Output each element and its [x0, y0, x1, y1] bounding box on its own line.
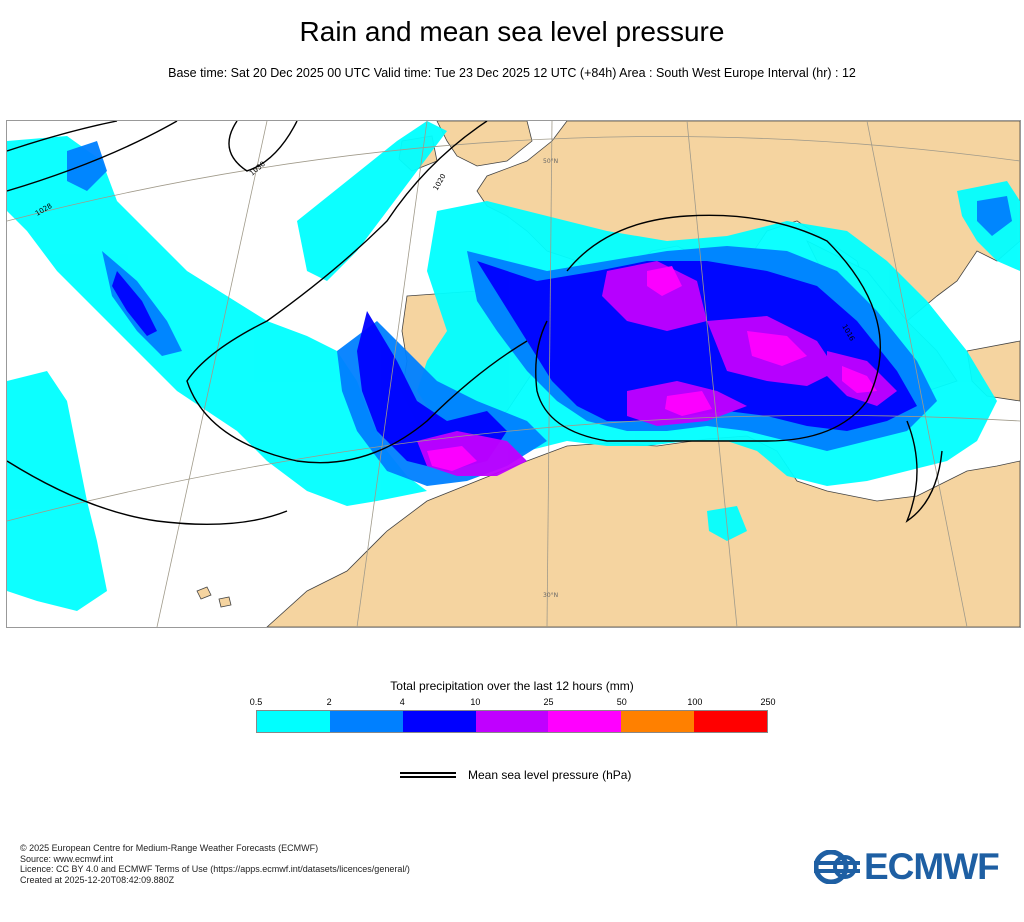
footer-copyright: © 2025 European Centre for Medium-Range … [20, 843, 319, 853]
graticule-label-50n: 50°N [543, 158, 558, 165]
legend-tick-2: 4 [399, 697, 405, 707]
mslp-legend: Mean sea level pressure (hPa) [400, 768, 631, 782]
legend-tick-1: 2 [326, 697, 332, 707]
mslp-line-swatch [400, 772, 456, 778]
land-british-isles [436, 121, 533, 167]
precip-extreme [427, 266, 877, 471]
legend-swatch-0 [257, 711, 330, 732]
legend-swatch-5 [621, 711, 695, 732]
legend-tick-6: 100 [687, 697, 703, 707]
ecmwf-logo[interactable]: ECMWF [814, 846, 1000, 888]
ecmwf-logo-text: ECMWF [864, 846, 1000, 887]
land-canary-1 [196, 586, 212, 600]
ecmwf-logo-icon [814, 850, 860, 884]
footer-licence: Licence: CC BY 4.0 and ECMWF Terms of Us… [20, 864, 410, 874]
legend-title: Total precipitation over the last 12 hou… [390, 679, 634, 693]
legend-ticks: 0.5 2 4 10 25 50 100 250 [250, 697, 776, 709]
footer-source: Source: www.ecmwf.int [20, 853, 114, 864]
map-svg: 50°N 30°N 1028 1030 1020 1016 [7, 121, 1020, 627]
graticule-label-30n: 30°N [543, 592, 558, 599]
legend-swatch-6 [694, 711, 768, 732]
footer-created: Created at 2025-12-20T08:42:09.880Z [20, 874, 175, 885]
page-subtitle: Base time: Sat 20 Dec 2025 00 UTC Valid … [168, 66, 856, 80]
legend-colorbar [256, 710, 768, 733]
graticule-layer [7, 121, 1020, 627]
legend-tick-7: 250 [760, 697, 776, 707]
land-canary-2 [218, 596, 232, 608]
legend-tick-4: 25 [543, 697, 554, 707]
legend-tick-5: 50 [616, 697, 627, 707]
page-title: Rain and mean sea level pressure [299, 16, 725, 47]
weather-map[interactable]: 50°N 30°N 1028 1030 1020 1016 [6, 120, 1021, 628]
legend-swatch-3 [475, 711, 549, 732]
legend-swatch-1 [329, 711, 403, 732]
precip-heavy [112, 261, 917, 471]
footer: © 2025 European Centre for Medium-Range … [20, 843, 410, 885]
legend-tick-3: 10 [470, 697, 481, 707]
isobar-layer [7, 121, 943, 526]
legend-swatch-4 [548, 711, 622, 732]
legend-tick-0: 0.5 [249, 697, 263, 707]
legend-swatch-2 [402, 711, 476, 732]
mslp-legend-label: Mean sea level pressure (hPa) [468, 768, 632, 782]
